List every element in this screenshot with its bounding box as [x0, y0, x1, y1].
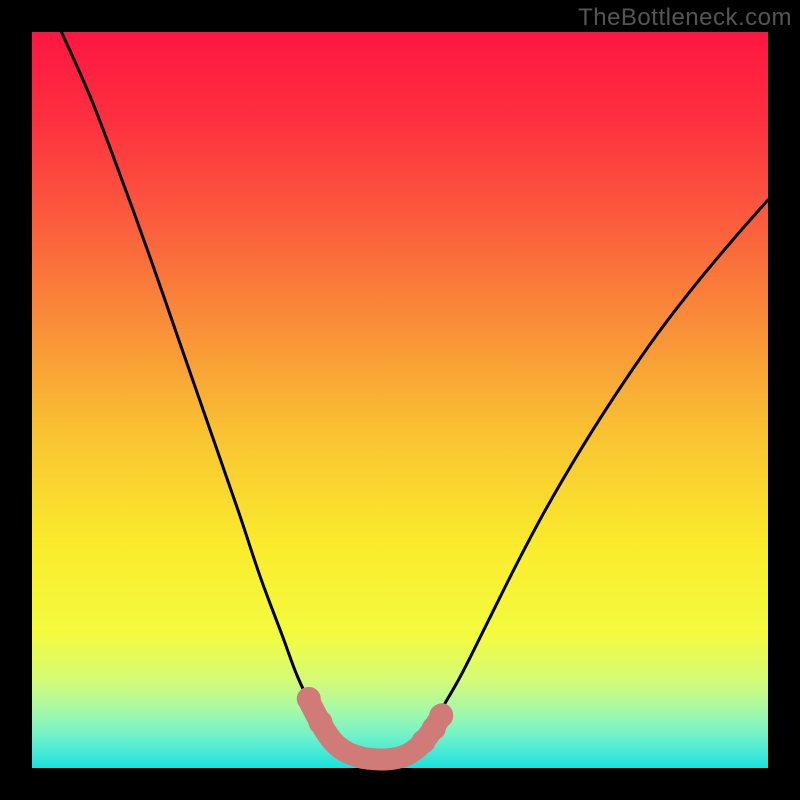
watermark-text: TheBottleneck.com [578, 4, 792, 32]
trough-marker [297, 687, 321, 711]
chart-stage: TheBottleneck.com [0, 0, 800, 800]
plot-background [32, 32, 768, 768]
trough-marker [429, 704, 453, 728]
bottleneck-chart [0, 0, 800, 800]
trough-marker [309, 710, 333, 734]
